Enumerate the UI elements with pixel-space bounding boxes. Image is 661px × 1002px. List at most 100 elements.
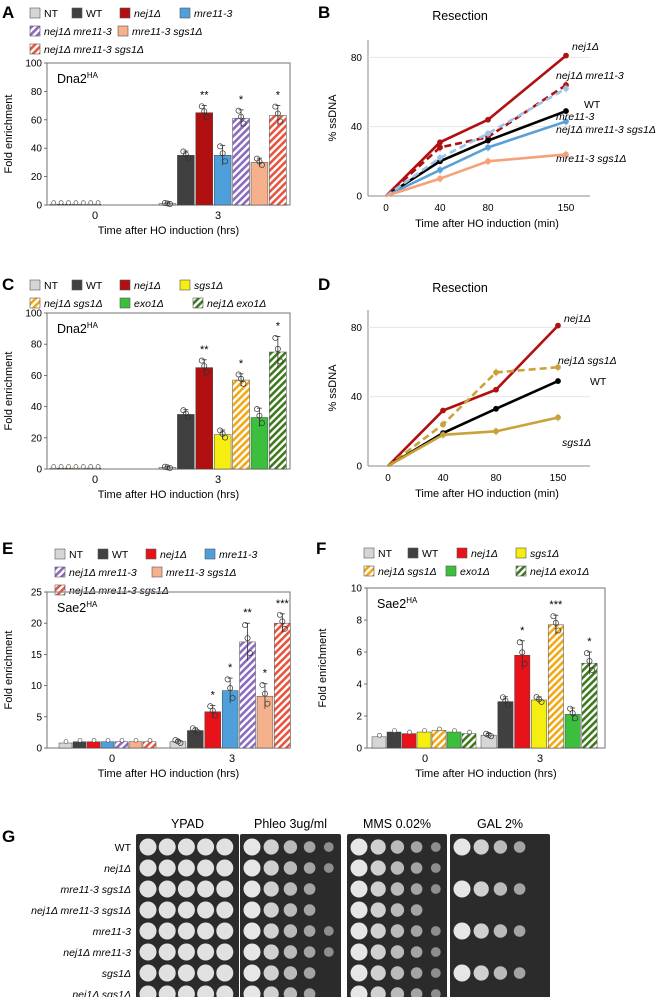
y-tick-label: 60 [31,115,43,126]
colony-spot [430,926,441,936]
data-point [242,622,248,629]
colony-spot [197,901,215,919]
colony-spot [473,965,489,981]
y-tick-label: 20 [31,172,43,183]
data-point [63,739,69,744]
strain-label: nej1Δ mre11-3 sgs1Δ [31,905,131,917]
strain-label: WT [115,842,132,854]
colony-spot [283,966,298,980]
colony-spot [430,989,441,999]
colony-spot [283,924,298,938]
y-axis-label: Fold enrichment [317,629,329,708]
colony-spot [158,838,176,856]
colony-spot [243,943,261,961]
colony-spot [216,859,234,877]
colony-spot [197,943,215,961]
data-point [589,666,595,673]
colony-spot [323,863,334,873]
x-axis-label: Time after HO induction (min) [415,488,559,500]
significance-label: * [239,358,244,370]
colony-spot [139,901,157,919]
colony-spot [410,904,423,916]
series-line [385,54,567,197]
legend-label: WT [112,549,129,561]
y-tick-label: 0 [36,465,42,476]
colony-spot [430,947,441,957]
colony-spot [177,859,195,877]
colony-spot [197,880,215,898]
chart-title-sup: HA [86,600,98,609]
chart-f-sae2-enrichment: NT WT nej1Δ sgs1Δ nej1Δ sgs1Δ exo1Δ nej1Δ exo1… [317,547,606,780]
colony-spot [350,964,368,982]
colony-spot [390,924,405,938]
x-group-label: 3 [215,210,221,222]
chart-c-dna2-enrichment: NT WT nej1Δ sgs1Δ nej1Δ sgs1Δ exo1Δ nej1Δ exo1… [3,279,291,501]
chart-title: Sae2HA [57,600,98,615]
colony-spot [177,922,195,940]
data-point [519,649,526,656]
legend-swatch [515,547,527,559]
chart-title: Resection [432,281,488,295]
bar-0h [128,741,143,749]
data-point [203,369,210,376]
chart-title: Dna2HA [57,321,99,336]
bar-3h [232,379,250,470]
colony-spot [323,926,334,936]
bar-0h [386,731,402,749]
strain-label: mre11-3 [93,926,131,938]
x-axis-label: Time after HO induction (hrs) [98,489,239,501]
data-point [51,200,57,205]
data-point [219,150,226,157]
colony-spot [263,923,279,939]
colony-spot [263,944,279,960]
legend-swatch [145,548,157,560]
data-point [224,676,231,683]
legend-label: nej1Δ mre11-3 [44,26,112,38]
legend-label: NT [378,548,393,560]
data-point [203,114,210,120]
colony-spot [390,903,405,917]
y-tick-label: 40 [351,392,363,403]
colony-spot [410,925,423,937]
x-group-label: 0 [92,210,98,222]
colony-spot [350,880,368,898]
data-point [272,335,279,341]
colony-spot [303,841,316,853]
y-tick-label: 2 [356,712,362,723]
data-point [198,103,205,110]
chart-e-sae2-enrichment: NT WT nej1Δ mre11-3 nej1Δ mre11-3 mre11-3 sgs… [3,548,291,780]
panel-letter-c: C [2,275,14,294]
data-point [240,120,247,127]
y-tick-label: 60 [31,371,43,382]
data-point [452,728,457,733]
plate-condition-label: MMS 0.02% [363,817,431,831]
y-tick-label: 0 [36,744,42,755]
series-line [387,365,559,468]
significance-label: * [587,636,592,648]
x-group-label: 0 [109,753,115,765]
bar-0h [100,741,115,749]
colony-spot [243,901,261,919]
chart-title-text: Sae2 [57,601,86,615]
data-point [198,357,205,364]
bar-3h [531,699,547,749]
data-point [552,619,559,626]
legend-swatch [97,548,109,560]
legend-swatch [119,297,131,309]
colony-spot [216,964,234,982]
bar-3h [232,118,250,206]
legend-label: nej1Δ mre11-3 sgs1Δ [44,44,144,56]
colony-spot [243,880,261,898]
colony-spot [513,925,526,937]
data-point [192,727,199,733]
data-point [51,464,57,469]
colony-spot [158,964,176,982]
data-point [66,200,71,205]
colony-spot [197,964,215,982]
panel-letter-e: E [2,539,13,558]
series-label: nej1Δ mre11-3 [556,70,624,82]
colony-spot [370,923,386,939]
colony-spot [493,924,508,938]
data-point [550,613,557,620]
colony-spot [139,964,157,982]
